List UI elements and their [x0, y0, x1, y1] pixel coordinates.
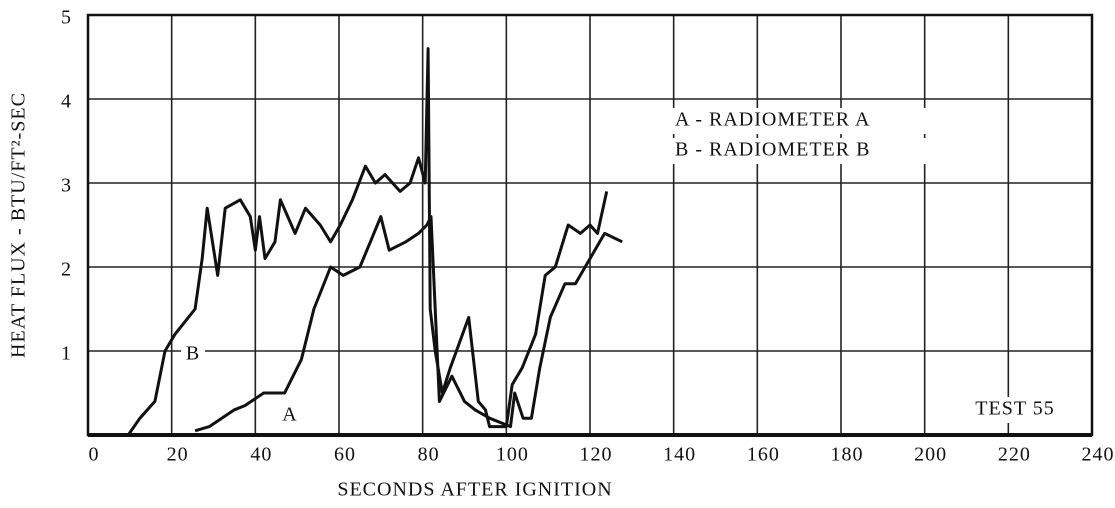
legend-bg [671, 108, 971, 134]
y-tick-label: 5 [61, 7, 72, 29]
y-axis-title: HEAT FLUX - BTU/FT²-SEC [8, 92, 30, 358]
x-tick-label: 200 [914, 444, 947, 466]
annotation: TEST 55 [975, 398, 1054, 420]
x-axis-title: SECONDS AFTER IGNITION [337, 479, 612, 501]
x-tick-label: 40 [250, 444, 272, 466]
annotation-bg [950, 397, 1080, 423]
x-tick-label: 20 [167, 444, 189, 466]
data-line [194, 215, 623, 433]
x-tick-label: 240 [1082, 444, 1115, 466]
x-tick-label: 220 [998, 444, 1031, 466]
x-tick-label: 0 [89, 444, 100, 466]
y-tick-label: 2 [61, 259, 72, 281]
x-tick-label: 180 [831, 444, 864, 466]
x-tick-label: 60 [334, 444, 356, 466]
legend-entry: B - RADIOMETER B [675, 139, 870, 161]
annotation-bg [278, 403, 302, 429]
x-tick-label: 140 [663, 444, 696, 466]
x-tick-label: 80 [418, 444, 440, 466]
annotation: A [282, 404, 297, 426]
y-tick-label: 1 [61, 343, 72, 365]
x-tick-label: 120 [580, 444, 613, 466]
y-tick-label: 4 [61, 91, 72, 113]
x-tick-label: 160 [747, 444, 780, 466]
annotation-bg [181, 342, 205, 368]
data-line [126, 47, 609, 436]
y-tick-label: 3 [61, 175, 72, 197]
legend-bg [671, 138, 971, 164]
x-tick-label: 100 [496, 444, 529, 466]
legend-entry: A - RADIOMETER A [675, 109, 870, 131]
annotation: B [186, 343, 200, 365]
